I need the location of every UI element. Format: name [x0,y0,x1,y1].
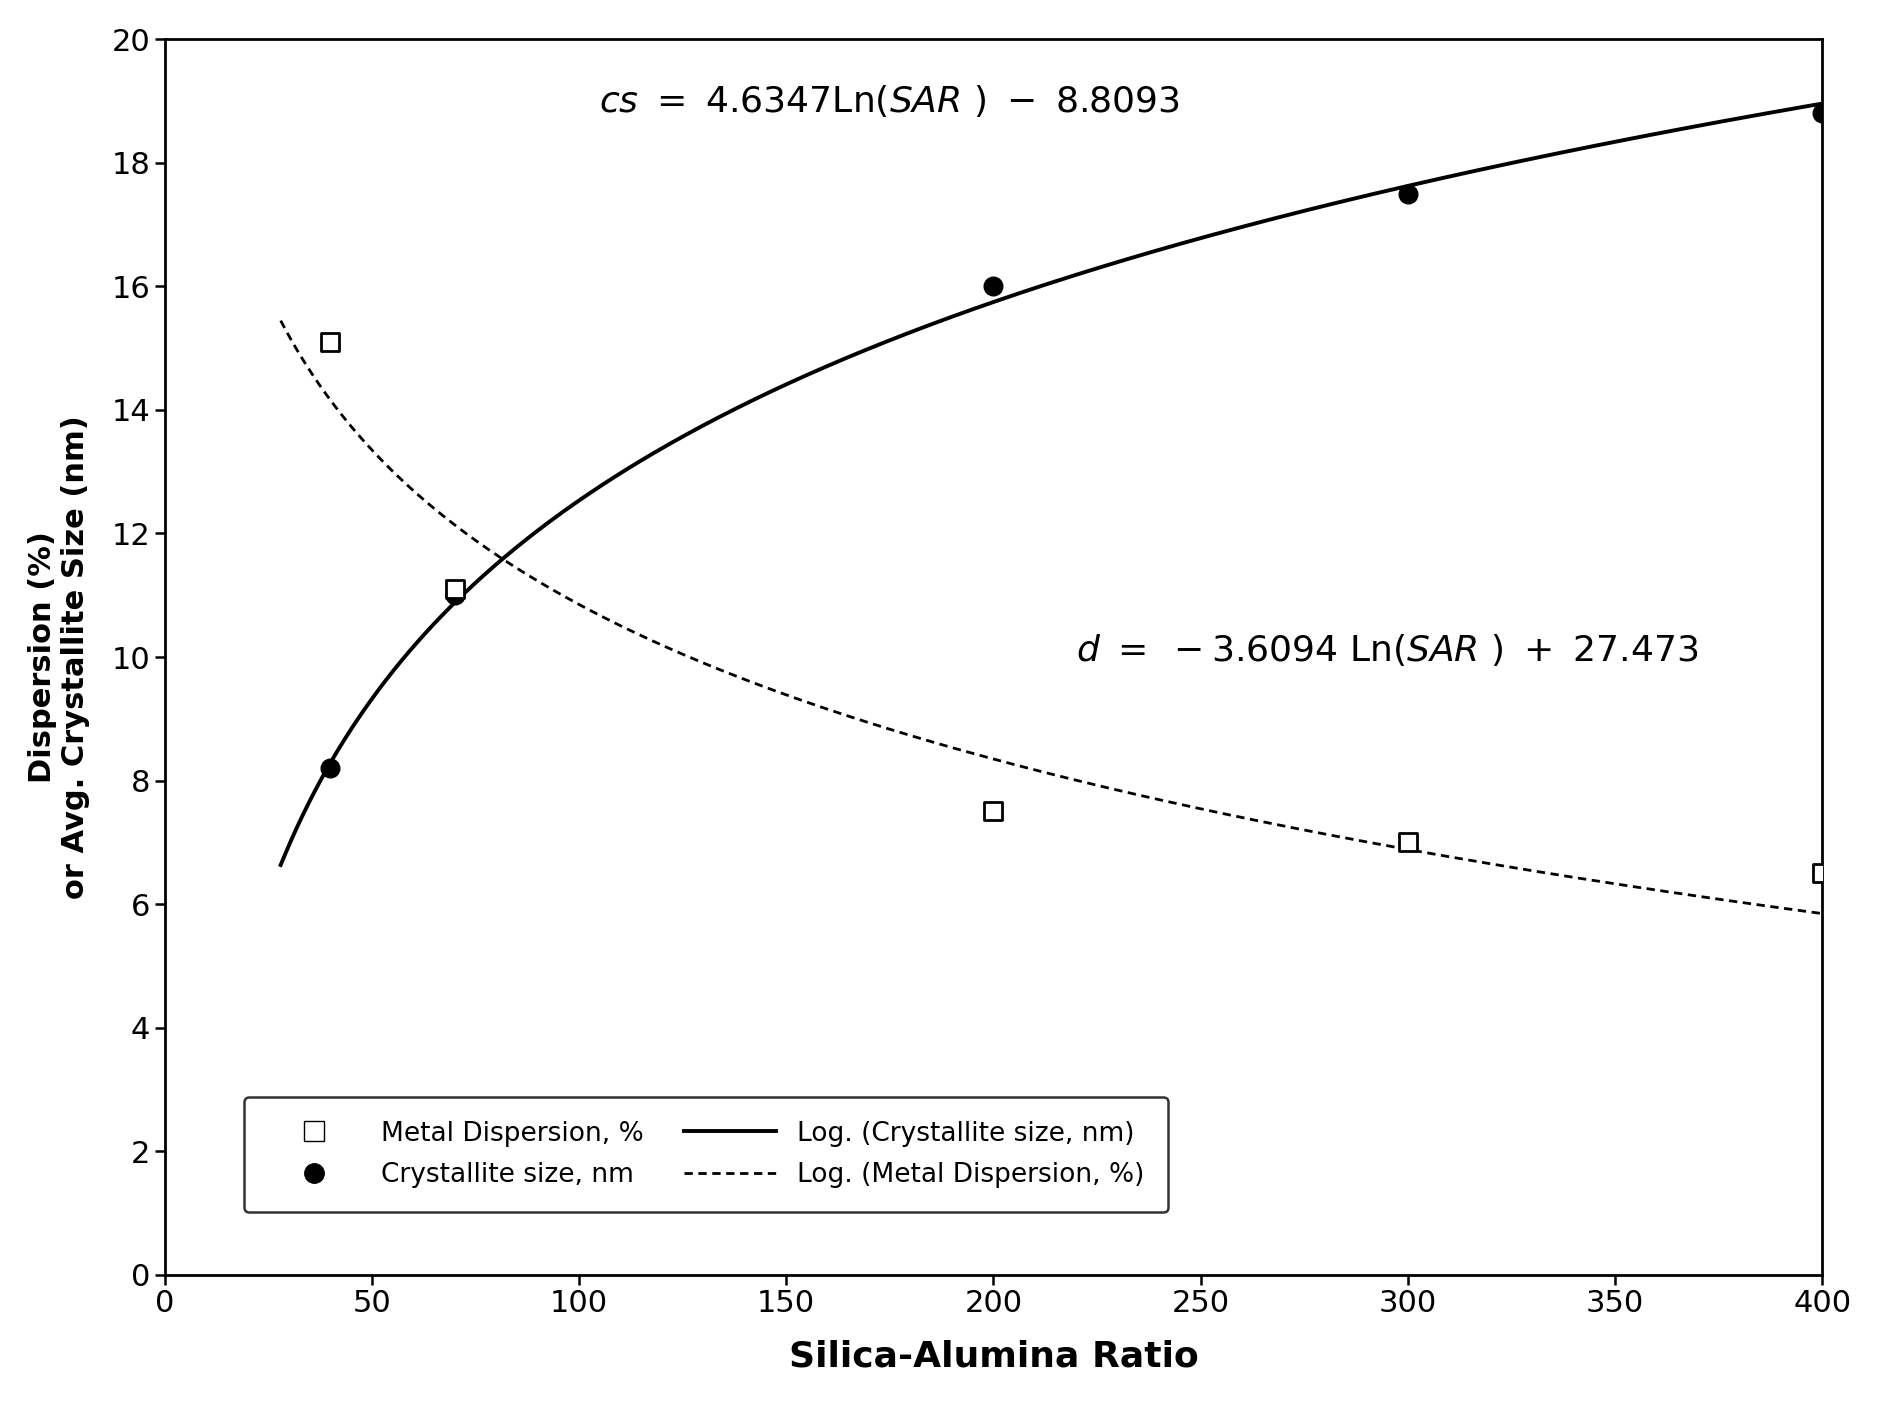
Point [1808,862,1838,884]
Point [1392,831,1422,853]
Point [316,757,346,779]
Point [440,584,470,607]
Text: $cs\ =\ 4.6347\mathrm{Ln}(SAR\ )\ -\ 8.8093$: $cs\ =\ 4.6347\mathrm{Ln}(SAR\ )\ -\ 8.8… [599,83,1180,119]
Point [1392,182,1422,205]
Y-axis label: Dispersion (%)
or Avg. Crystallite Size (nm): Dispersion (%) or Avg. Crystallite Size … [28,415,90,899]
Legend: Metal Dispersion, %, Crystallite size, nm, Log. (Crystallite size, nm), Log. (Me: Metal Dispersion, %, Crystallite size, n… [244,1097,1169,1212]
Point [316,331,346,353]
Point [440,577,470,600]
Point [979,275,1009,297]
Point [1808,102,1838,125]
X-axis label: Silica-Alumina Ratio: Silica-Alumina Ratio [789,1339,1199,1373]
Text: $d\ =\ -3.6094\ \mathrm{Ln}(SAR\ )\ +\ 27.473$: $d\ =\ -3.6094\ \mathrm{Ln}(SAR\ )\ +\ 2… [1077,632,1699,668]
Point [979,800,1009,822]
